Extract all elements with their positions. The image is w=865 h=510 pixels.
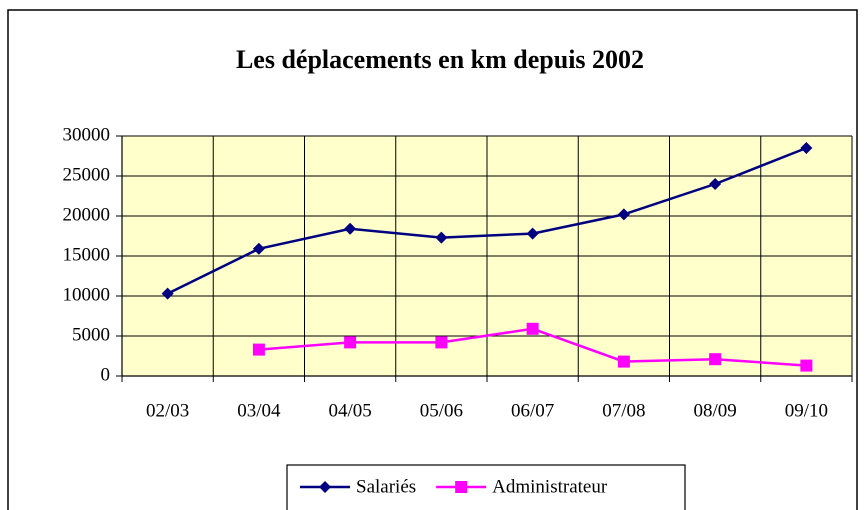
x-tick-label: 07/08 bbox=[602, 400, 645, 421]
y-tick-label: 30000 bbox=[63, 124, 111, 145]
y-tick-label: 0 bbox=[101, 364, 111, 385]
legend-label: Administrateur bbox=[492, 476, 608, 497]
marker bbox=[800, 359, 813, 372]
marker bbox=[709, 353, 722, 366]
x-tick-label: 02/03 bbox=[146, 400, 189, 421]
marker bbox=[800, 142, 813, 154]
marker bbox=[617, 208, 630, 221]
y-tick-label: 15000 bbox=[63, 244, 111, 265]
marker bbox=[435, 231, 448, 244]
y-tick-label: 5000 bbox=[72, 324, 110, 345]
chart-title: Les déplacements en km depuis 2002 bbox=[236, 45, 644, 74]
y-tick-label: 20000 bbox=[63, 204, 111, 225]
x-tick-label: 04/05 bbox=[328, 400, 371, 421]
legend-label: Salariés bbox=[356, 476, 416, 497]
y-tick-label: 25000 bbox=[63, 164, 111, 185]
x-tick-label: 08/09 bbox=[693, 400, 736, 421]
x-tick-label: 06/07 bbox=[511, 400, 554, 421]
marker bbox=[252, 242, 265, 255]
marker bbox=[344, 336, 357, 349]
marker bbox=[252, 343, 265, 356]
x-tick-label: 05/06 bbox=[420, 400, 463, 421]
y-tick-label: 10000 bbox=[63, 284, 111, 305]
marker bbox=[526, 322, 539, 335]
marker bbox=[617, 355, 630, 368]
marker bbox=[161, 287, 174, 300]
legend: Salariés Administrateur bbox=[286, 464, 686, 510]
marker bbox=[319, 481, 331, 493]
x-tick-label: 03/04 bbox=[237, 400, 281, 421]
series-line bbox=[167, 146, 807, 295]
x-tick-label: 09/10 bbox=[785, 400, 828, 421]
marker bbox=[435, 336, 448, 349]
marker bbox=[455, 481, 468, 493]
marker bbox=[709, 178, 722, 190]
marker bbox=[344, 222, 357, 235]
marker bbox=[526, 227, 539, 240]
